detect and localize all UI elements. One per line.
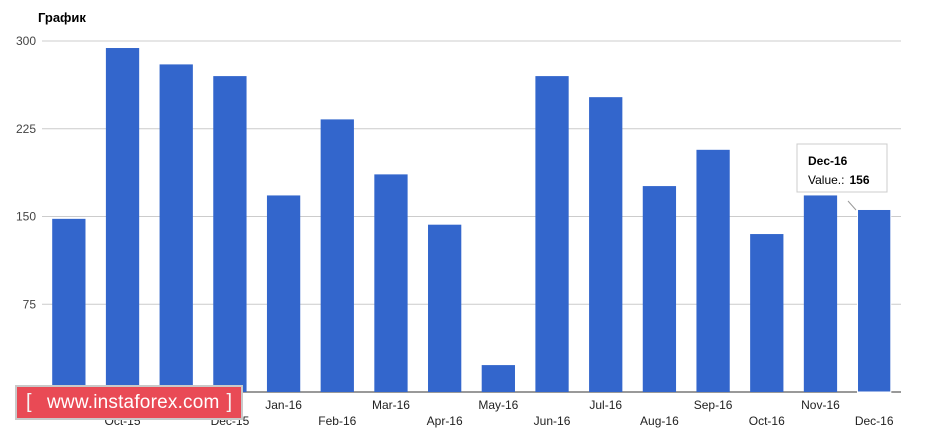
x-tick-label: Jan-16: [265, 398, 302, 412]
tooltip-value-label: Value.:: [808, 173, 844, 187]
watermark-logo: [ www.instaforex.com ]: [15, 385, 243, 420]
bar[interactable]: [428, 224, 462, 392]
bar-highlight: [857, 208, 892, 393]
bar[interactable]: [52, 218, 86, 392]
tooltip-pointer: [847, 200, 857, 211]
x-tick-label: Jul-16: [589, 398, 622, 412]
bar[interactable]: [213, 76, 247, 392]
bar[interactable]: [159, 64, 193, 393]
x-tick-label: Aug-16: [640, 414, 679, 428]
bar[interactable]: [750, 234, 784, 392]
tooltip-category: Dec-16: [808, 154, 848, 168]
watermark-url: www.instaforex.com: [47, 392, 220, 413]
tooltip-value-line: Value.: 156: [808, 173, 870, 187]
bar[interactable]: [696, 149, 730, 392]
bar[interactable]: [105, 48, 140, 393]
bar[interactable]: [266, 195, 301, 392]
y-tick-label: 150: [16, 210, 36, 224]
bar[interactable]: [589, 97, 623, 392]
watermark-bracket-right: ]: [226, 391, 232, 413]
bar[interactable]: [642, 186, 677, 392]
x-tick-label: Jun-16: [534, 414, 571, 428]
bar[interactable]: [481, 365, 515, 392]
tooltip: Dec-16 Value.: 156: [796, 143, 888, 211]
bar[interactable]: [535, 76, 569, 392]
x-tick-label: Apr-16: [427, 414, 463, 428]
x-tick-label: Nov-16: [801, 398, 840, 412]
x-tick-label: Feb-16: [318, 414, 356, 428]
x-tick-label: May-16: [478, 398, 518, 412]
x-tick-label: Oct-16: [749, 414, 785, 428]
tooltip-box: [796, 143, 888, 193]
x-tick-label: Mar-16: [372, 398, 410, 412]
x-tick-label: Sep-16: [694, 398, 733, 412]
watermark-bracket-left: [: [26, 391, 32, 413]
bar[interactable]: [320, 119, 354, 392]
x-tick-label: Dec-16: [855, 414, 894, 428]
tooltip-value: 156: [849, 173, 869, 187]
y-tick-label: 225: [16, 122, 36, 136]
bar[interactable]: [374, 174, 408, 392]
bar[interactable]: [803, 195, 838, 392]
y-tick-label: 75: [23, 297, 37, 311]
bar[interactable]: [857, 209, 891, 392]
chart-title: График: [38, 10, 86, 25]
y-tick-label: 300: [16, 34, 36, 48]
